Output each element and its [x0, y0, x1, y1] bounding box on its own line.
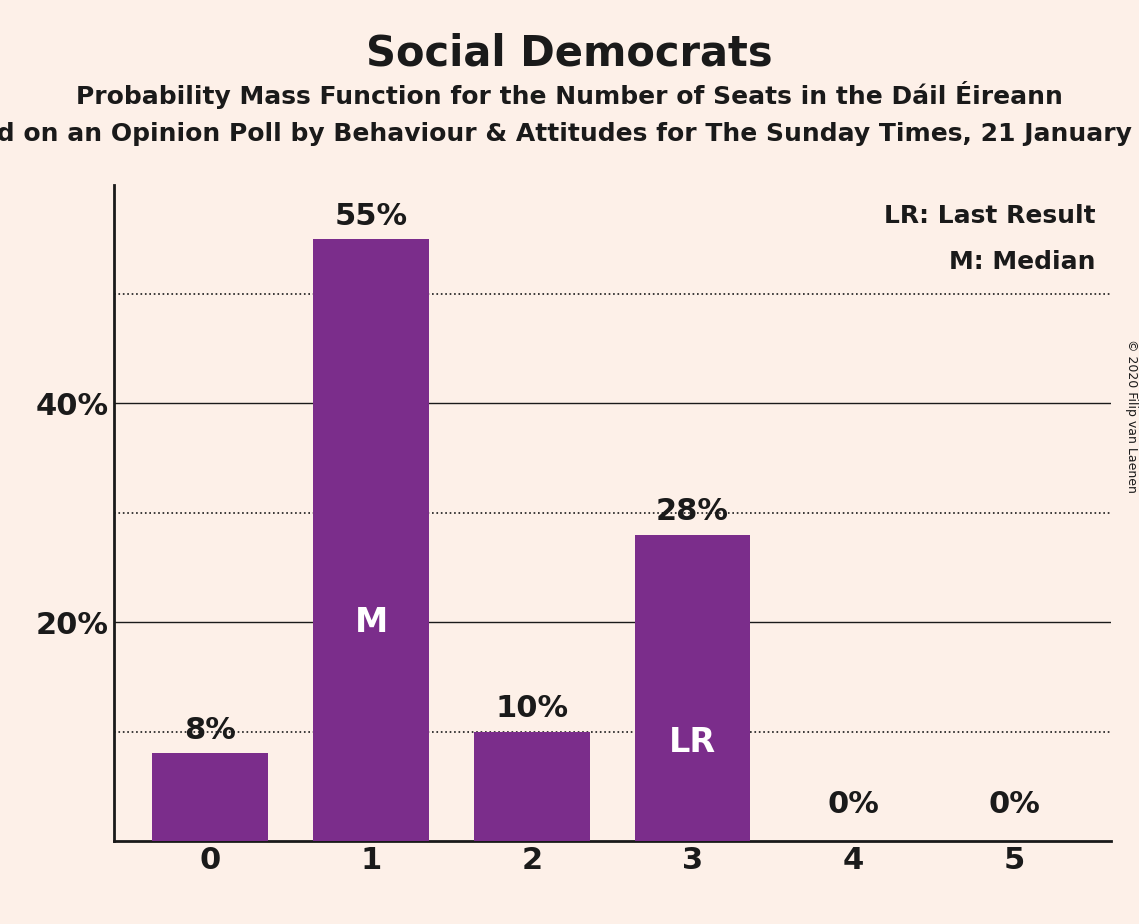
Text: 8%: 8% — [185, 715, 236, 745]
Bar — [153, 753, 268, 841]
Text: M: M — [354, 605, 387, 638]
Text: LR: LR — [669, 726, 716, 759]
Bar — [634, 535, 751, 841]
Bar — [474, 732, 590, 841]
Text: LR: Last Result: LR: Last Result — [884, 204, 1096, 228]
Text: M: Median: M: Median — [949, 250, 1096, 274]
Bar — [313, 239, 429, 841]
Text: 0%: 0% — [989, 790, 1040, 819]
Text: 0%: 0% — [827, 790, 879, 819]
Text: 28%: 28% — [656, 497, 729, 526]
Text: Social Democrats: Social Democrats — [366, 32, 773, 74]
Text: 10%: 10% — [495, 694, 568, 723]
Text: © 2020 Filip van Laenen: © 2020 Filip van Laenen — [1124, 339, 1138, 492]
Text: Probability Mass Function for the Number of Seats in the Dáil Éireann: Probability Mass Function for the Number… — [76, 81, 1063, 109]
Text: 55%: 55% — [335, 201, 408, 231]
Text: Based on an Opinion Poll by Behaviour & Attitudes for The Sunday Times, 21 Janua: Based on an Opinion Poll by Behaviour & … — [0, 122, 1139, 146]
